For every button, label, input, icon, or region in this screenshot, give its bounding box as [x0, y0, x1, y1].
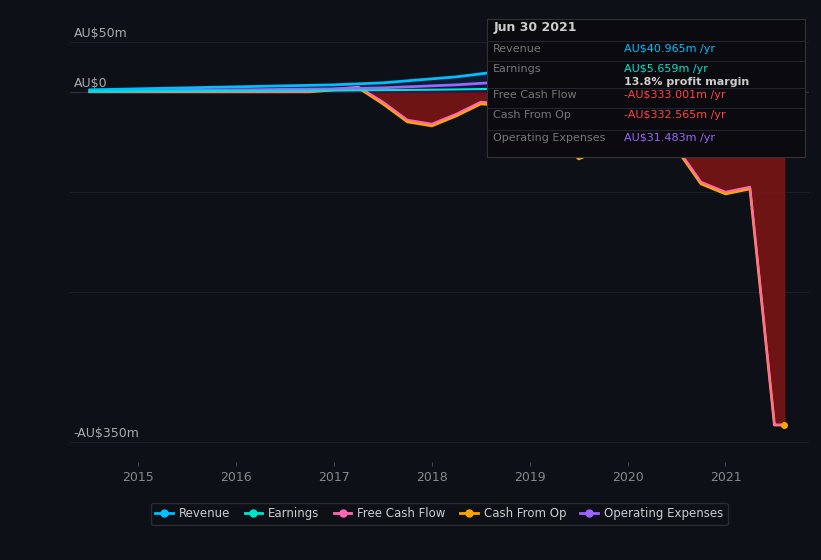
- Text: AU$5.659m /yr: AU$5.659m /yr: [624, 63, 708, 73]
- Text: Jun 30 2021: Jun 30 2021: [493, 21, 576, 34]
- Text: -AU$332.565m /yr: -AU$332.565m /yr: [624, 110, 726, 120]
- Text: Cash From Op: Cash From Op: [493, 110, 571, 120]
- Legend: Revenue, Earnings, Free Cash Flow, Cash From Op, Operating Expenses: Revenue, Earnings, Free Cash Flow, Cash …: [151, 503, 727, 525]
- Text: Revenue: Revenue: [493, 44, 542, 54]
- Text: AU$31.483m /yr: AU$31.483m /yr: [624, 133, 715, 143]
- Text: -AU$333.001m /yr: -AU$333.001m /yr: [624, 90, 726, 100]
- Text: Free Cash Flow: Free Cash Flow: [493, 90, 577, 100]
- Text: 13.8% profit margin: 13.8% profit margin: [624, 77, 750, 87]
- Text: AU$50m: AU$50m: [74, 26, 127, 40]
- FancyBboxPatch shape: [488, 19, 805, 157]
- Text: AU$0: AU$0: [74, 77, 107, 90]
- Text: Earnings: Earnings: [493, 63, 542, 73]
- Text: AU$40.965m /yr: AU$40.965m /yr: [624, 44, 715, 54]
- Text: -AU$350m: -AU$350m: [74, 427, 140, 440]
- Text: Operating Expenses: Operating Expenses: [493, 133, 606, 143]
